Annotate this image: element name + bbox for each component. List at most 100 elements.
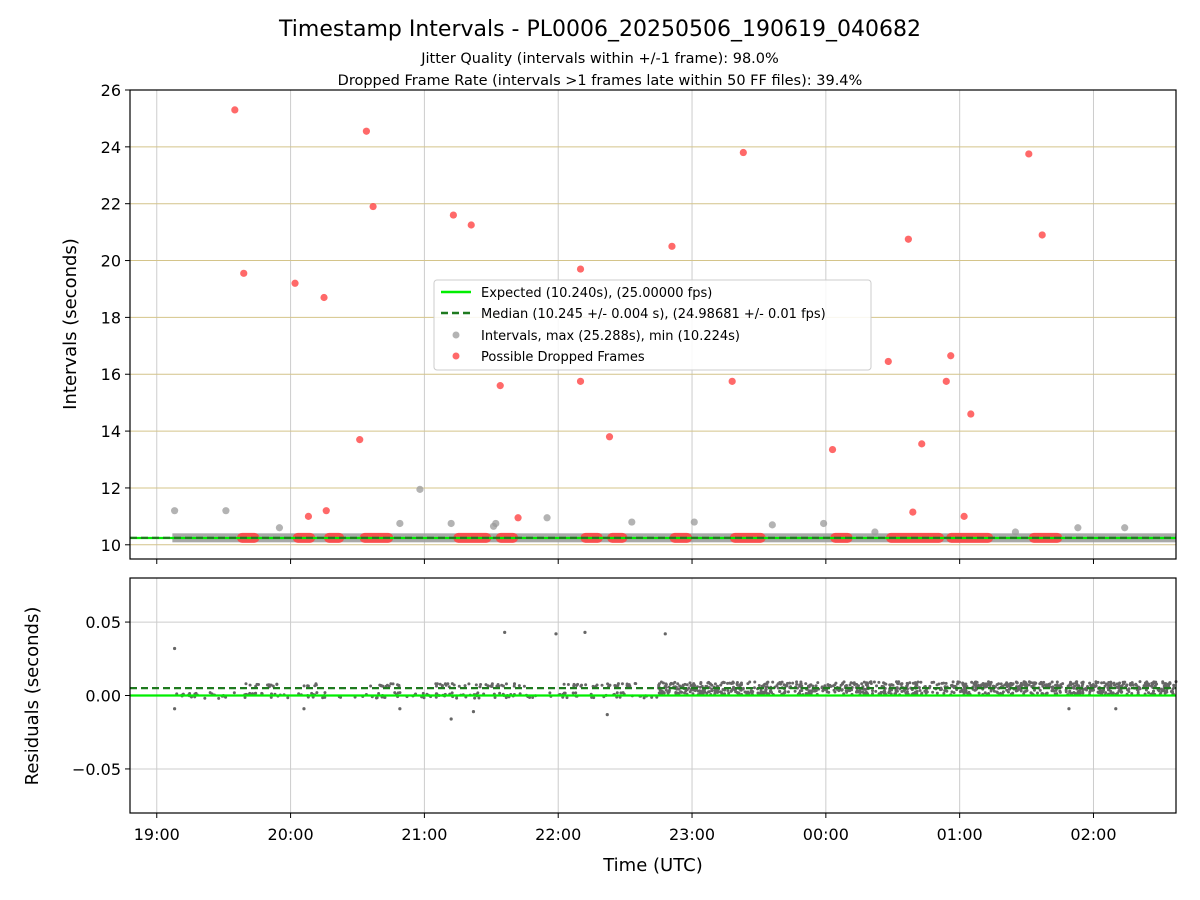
dropped-frame-point — [1025, 150, 1033, 158]
residual-point — [1118, 681, 1122, 685]
residual-point — [248, 683, 252, 687]
residual-point — [780, 680, 784, 684]
x-tick-label: 21:00 — [401, 825, 447, 844]
dropped-frame-point — [449, 211, 457, 219]
residual-point — [736, 691, 740, 695]
residual-point — [1088, 690, 1092, 694]
residual-point — [1017, 685, 1021, 689]
residual-point — [315, 691, 319, 695]
residual-point — [931, 690, 935, 694]
residual-point — [253, 691, 257, 695]
residual-point — [935, 691, 939, 695]
residual-point — [1022, 681, 1026, 685]
residual-point — [882, 690, 886, 694]
residual-point — [798, 683, 802, 687]
residual-point — [1104, 682, 1108, 686]
residual-point — [961, 682, 965, 686]
residual-point — [1058, 689, 1062, 693]
residual-point — [1068, 689, 1072, 693]
residual-point — [677, 687, 681, 691]
residual-point — [1085, 688, 1089, 692]
residual-point — [1038, 682, 1042, 686]
residual-point — [762, 690, 766, 694]
residual-point — [1033, 682, 1037, 686]
residual-point — [1011, 682, 1015, 686]
residual-point — [689, 683, 693, 687]
interval-point — [171, 507, 179, 515]
residual-point — [782, 691, 786, 695]
residual-point — [438, 682, 442, 686]
residual-point — [1120, 690, 1124, 694]
residual-point — [943, 689, 947, 693]
residual-point — [600, 683, 604, 687]
residual-point — [1100, 689, 1104, 693]
residual-point — [1152, 690, 1156, 694]
residual-point — [455, 696, 459, 700]
residual-point — [188, 691, 192, 695]
residual-point — [944, 681, 948, 685]
residual-point — [1102, 681, 1106, 685]
residual-point — [1131, 683, 1135, 687]
residual-point — [786, 690, 790, 694]
residual-point — [243, 696, 247, 700]
residual-point — [718, 690, 722, 694]
x-ticks: 19:00 20:00 21:00 22:00 23:00 00:00 01:00 02:00 — [134, 813, 1117, 844]
residual-point — [769, 689, 773, 693]
residual-point — [753, 680, 757, 684]
residual-point — [661, 681, 665, 685]
residuals-y-tick-label: 0.05 — [85, 613, 121, 632]
residual-point — [504, 682, 508, 686]
residual-point — [203, 696, 207, 700]
dropped-frame-point — [356, 436, 364, 444]
residual-point — [951, 680, 955, 684]
residual-point — [517, 684, 521, 688]
residual-point — [833, 683, 837, 687]
intervals-y-tick-label: 26 — [101, 81, 121, 100]
residual-point — [1089, 684, 1093, 688]
intervals-y-tick-label: 20 — [101, 252, 121, 271]
residual-point — [726, 688, 730, 692]
residual-point — [870, 689, 874, 693]
interval-point — [871, 528, 879, 536]
legend-intervals-marker — [452, 331, 460, 339]
residual-point — [1061, 682, 1065, 686]
intervals-y-tick-label: 10 — [101, 536, 121, 555]
residual-point — [816, 681, 820, 685]
residual-point — [1172, 683, 1176, 687]
residual-point — [871, 692, 875, 696]
residual-point — [260, 691, 264, 695]
residual-point — [839, 688, 843, 692]
residual-outlier-point — [471, 710, 476, 714]
intervals-y-axis-label: Intervals (seconds) — [60, 238, 81, 410]
x-tick-label: 01:00 — [937, 825, 983, 844]
x-axis-label: Time (UTC) — [602, 855, 703, 876]
dropped-frame-point — [231, 106, 239, 114]
residual-point — [917, 686, 921, 690]
residual-point — [1073, 684, 1077, 688]
residual-point — [1078, 691, 1082, 695]
residual-point — [752, 686, 756, 690]
residual-point — [467, 682, 471, 686]
residual-point — [1107, 683, 1111, 687]
dropped-frame-point — [576, 265, 585, 273]
residual-point — [1080, 681, 1084, 685]
residual-point — [452, 683, 456, 687]
residual-point — [450, 691, 454, 695]
residual-point — [741, 687, 745, 691]
residual-point — [967, 690, 971, 694]
interval-point — [416, 485, 424, 493]
residual-point — [1005, 685, 1009, 689]
residual-point — [435, 682, 439, 686]
residual-point — [919, 680, 923, 684]
residual-point — [1103, 684, 1107, 688]
residual-point — [608, 683, 612, 687]
residual-point — [1076, 690, 1080, 694]
residual-point — [757, 684, 761, 688]
residual-point — [1055, 680, 1059, 684]
residual-point — [950, 690, 954, 694]
interval-point — [820, 519, 828, 528]
interval-point — [447, 519, 455, 528]
residual-point — [791, 681, 795, 685]
residual-point — [548, 691, 552, 695]
